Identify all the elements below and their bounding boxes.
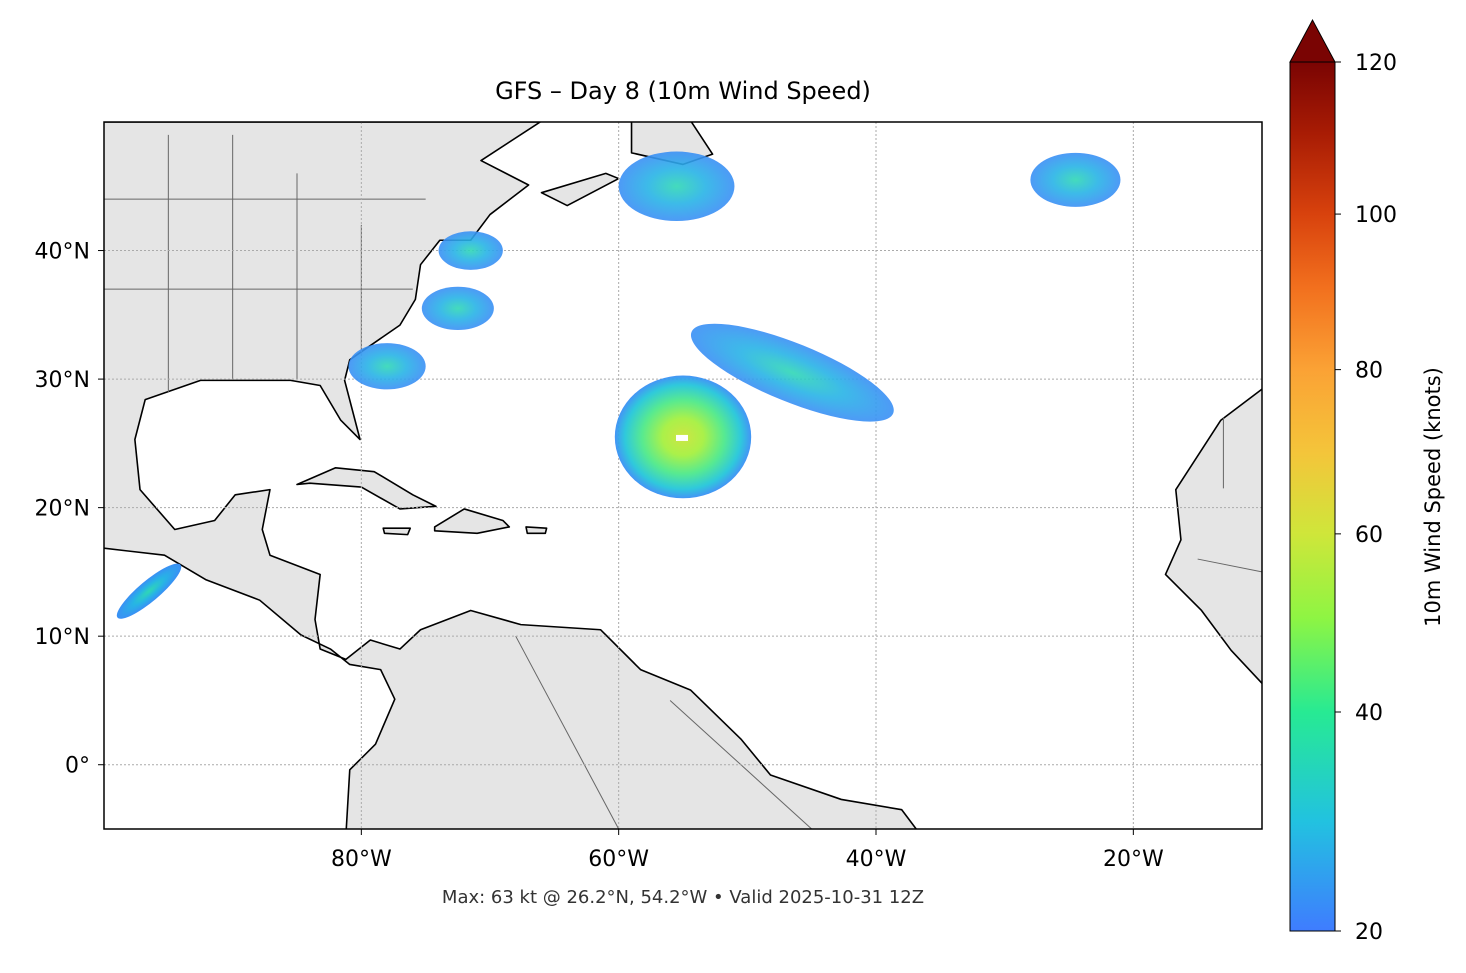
landmass-puerto-rico xyxy=(525,526,548,535)
wind-us-southeast-coast xyxy=(348,343,426,390)
x-tick-label: 20°W xyxy=(1103,847,1164,872)
colorbar: 20 40 60 80 100 120 10m Wind Speed (knots) xyxy=(1289,18,1445,945)
landmass-americas xyxy=(104,122,918,829)
y-tick-label: 10°N xyxy=(35,625,90,650)
wind-north-atlantic-low xyxy=(618,151,735,222)
x-tick-label: 80°W xyxy=(331,847,392,872)
wind-east-atlantic-north xyxy=(1030,152,1121,207)
y-tick-label: 20°N xyxy=(35,497,90,522)
colorbar-tick-label: 40 xyxy=(1355,701,1383,726)
landmass-cuba xyxy=(296,466,437,510)
landmass-jamaica xyxy=(382,527,412,536)
wind-pacific-gap-wind xyxy=(116,563,182,619)
colorbar-tick-label: 80 xyxy=(1355,359,1383,384)
gridlines xyxy=(104,122,1262,829)
colorbar-extend-arrow xyxy=(1289,18,1336,63)
colorbar-tick-label: 120 xyxy=(1355,51,1397,76)
wind-us-east-coast-2 xyxy=(421,286,494,331)
landmass-hispaniola xyxy=(433,508,511,535)
y-tick-label: 40°N xyxy=(35,240,90,265)
land-layer xyxy=(104,122,1262,829)
wind-subtropical-jet-band xyxy=(690,323,894,422)
colorbar-tick-label: 60 xyxy=(1355,523,1383,548)
wind-us-east-coast-1 xyxy=(438,231,503,270)
border-line xyxy=(515,635,620,829)
chart-title: GFS – Day 8 (10m Wind Speed) xyxy=(495,77,871,105)
border-line xyxy=(1197,558,1262,573)
footer-caption: Max: 63 kt @ 26.2°N, 54.2°W • Valid 2025… xyxy=(442,887,924,908)
y-tick-label: 30°N xyxy=(35,368,90,393)
colorbar-label: 10m Wind Speed (knots) xyxy=(1421,367,1445,627)
landmass-africa xyxy=(1164,388,1262,685)
colorbar-ramp xyxy=(1289,61,1336,932)
wind-layer xyxy=(116,151,1121,619)
colorbar-tick-label: 20 xyxy=(1355,920,1383,945)
y-tick-label: 0° xyxy=(65,754,90,779)
axis-ticks: 80°W 60°W 40°W 20°W 40°N 30°N 20°N 10°N 0° xyxy=(35,240,1164,872)
map-area xyxy=(104,122,1262,829)
x-tick-label: 60°W xyxy=(588,847,649,872)
hurricane-eye xyxy=(676,434,688,441)
map-frame xyxy=(103,121,1263,830)
x-tick-label: 40°W xyxy=(846,847,907,872)
colorbar-tick-label: 100 xyxy=(1355,203,1397,228)
